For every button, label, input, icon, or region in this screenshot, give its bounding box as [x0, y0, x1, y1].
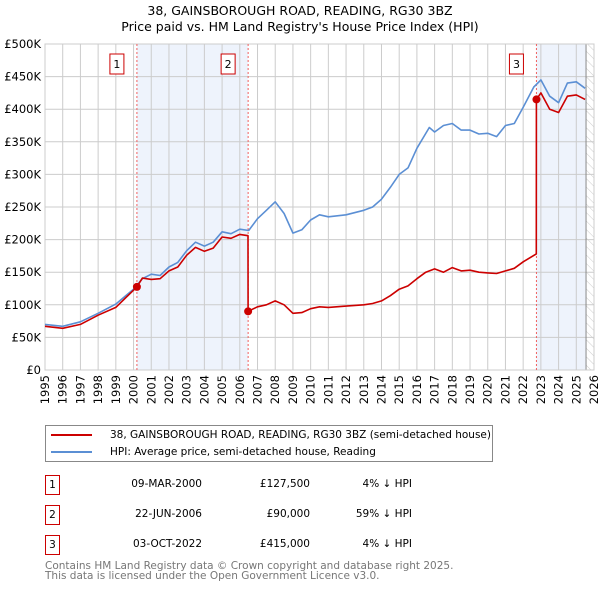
x-tick-label: 2011 [321, 375, 335, 404]
plot-frame [44, 43, 595, 371]
y-tick-label: £50K [12, 330, 42, 344]
x-tick-label: 2018 [445, 375, 459, 404]
x-tick-label: 2016 [410, 375, 424, 404]
sale-hpi-diff: 4% ↓ HPI [362, 478, 412, 490]
y-tick-label: £500K [4, 37, 41, 51]
y-tick-label: £350K [4, 135, 41, 149]
x-tick-label: 2013 [357, 375, 371, 404]
x-tick-label: 2007 [251, 375, 265, 404]
x-tick-label: 2023 [534, 375, 548, 404]
footer-licence: This data is licensed under the Open Gov… [45, 570, 380, 582]
x-tick-label: 1997 [73, 375, 87, 404]
x-tick-label: 2026 [587, 375, 600, 404]
x-tick-label: 2024 [552, 375, 566, 404]
y-tick-label: £150K [4, 265, 41, 279]
sale-price: £90,000 [266, 508, 310, 520]
sale-badge: 2 [45, 505, 60, 525]
sale-label: 3 [513, 58, 520, 71]
sale-date: 09-MAR-2000 [131, 478, 202, 490]
sale-point [532, 95, 541, 104]
y-tick-label: £100K [4, 298, 41, 312]
sale-price: £127,500 [259, 478, 310, 490]
chart-subtitle: Price paid vs. HM Land Registry's House … [121, 19, 479, 34]
y-tick-label: £450K [4, 70, 41, 84]
x-tick-label: 2012 [339, 375, 353, 404]
sale-point [244, 307, 253, 316]
legend-swatch-blue [51, 451, 92, 453]
x-tick-label: 2008 [268, 375, 282, 404]
x-tick-label: 2020 [481, 375, 495, 404]
legend: 38, GAINSBOROUGH ROAD, READING, RG30 3BZ… [45, 425, 493, 462]
x-tick-label: 2015 [392, 375, 406, 404]
sale-price: £415,000 [259, 538, 310, 550]
legend-item-hpi: HPI: Average price, semi-detached house,… [46, 444, 376, 460]
chart-title: 38, GAINSBOROUGH ROAD, READING, RG30 3BZ [147, 3, 453, 18]
x-tick-label: 2014 [374, 375, 388, 404]
x-tick-label: 2019 [463, 375, 477, 404]
sale-row: 1 09-MAR-2000 £127,500 4% ↓ HPI [45, 475, 445, 495]
x-tick-label: 1995 [38, 375, 52, 404]
legend-item-price-paid: 38, GAINSBOROUGH ROAD, READING, RG30 3BZ… [46, 427, 491, 443]
footer-copyright: Contains HM Land Registry data © Crown c… [45, 560, 454, 572]
x-tick-label: 2005 [215, 375, 229, 404]
sale-hpi-diff: 4% ↓ HPI [362, 538, 412, 550]
x-tick-label: 2010 [304, 375, 318, 404]
x-tick-label: 2025 [569, 375, 583, 404]
y-tick-label: £0 [26, 363, 41, 377]
x-tick-label: 2004 [197, 375, 211, 404]
legend-label: HPI: Average price, semi-detached house,… [110, 446, 376, 458]
x-tick-label: 2002 [162, 375, 176, 404]
x-tick-label: 1999 [109, 375, 123, 404]
footer: Contains HM Land Registry data © Crown c… [45, 560, 454, 582]
price-chart: £0 £50K £100K £150K £200K £250K £300K £350K £400… [4, 37, 600, 404]
x-tick-label: 2022 [516, 375, 530, 404]
x-tick-label: 2003 [180, 375, 194, 404]
sale-label-box [109, 53, 125, 75]
sale-badge: 3 [45, 535, 60, 555]
x-tick-label: 1996 [56, 375, 70, 404]
x-tick-label: 2021 [498, 375, 512, 404]
y-tick-label: £300K [4, 167, 41, 181]
sale-row: 3 03-OCT-2022 £415,000 4% ↓ HPI [45, 535, 445, 555]
x-tick-label: 2001 [144, 375, 158, 404]
hpi-line [44, 79, 586, 328]
x-tick-label: 2006 [233, 375, 247, 404]
x-tick-label: 2000 [127, 375, 141, 404]
sale-label-box [220, 53, 236, 75]
sale-date: 22-JUN-2006 [135, 508, 202, 520]
sale-label: 2 [225, 58, 232, 71]
sale-label-box [508, 53, 524, 75]
price-paid-line [44, 92, 586, 330]
sale-date: 03-OCT-2022 [133, 538, 202, 550]
x-tick-label: 2017 [428, 375, 442, 404]
sale-row: 2 22-JUN-2006 £90,000 59% ↓ HPI [45, 505, 445, 525]
x-tick-label: 2009 [286, 375, 300, 404]
y-tick-label: £250K [4, 200, 41, 214]
x-tick-label: 1998 [91, 375, 105, 404]
sale-hpi-diff: 59% ↓ HPI [355, 508, 412, 520]
sale-label: 1 [113, 58, 120, 71]
sale-point [132, 282, 141, 291]
y-tick-label: £400K [4, 102, 41, 116]
legend-swatch-red [51, 434, 92, 436]
legend-label: 38, GAINSBOROUGH ROAD, READING, RG30 3BZ… [110, 429, 491, 441]
sale-badge: 1 [45, 475, 60, 495]
y-tick-label: £200K [4, 233, 41, 247]
